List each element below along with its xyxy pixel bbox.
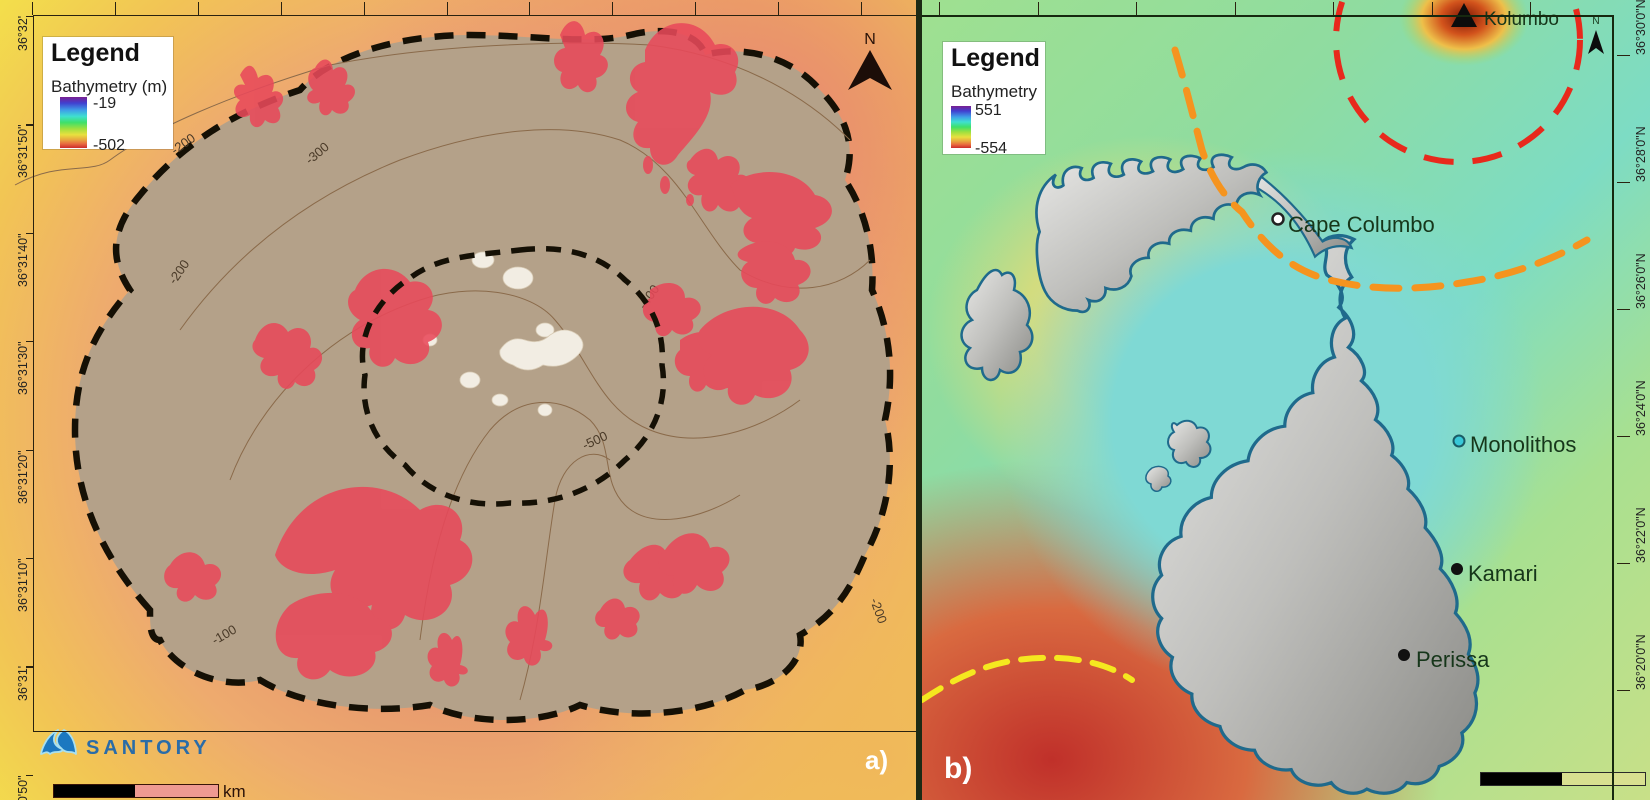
svg-text:Kolumbo: Kolumbo xyxy=(1484,9,1559,30)
svg-text:N: N xyxy=(864,31,876,48)
svg-text:Cape Columbo: Cape Columbo xyxy=(1288,212,1435,237)
svg-text:SANTORY: SANTORY xyxy=(86,737,211,759)
svg-text:N: N xyxy=(1592,16,1599,27)
svg-text:-200: -200 xyxy=(867,596,890,626)
svg-text:Perissa: Perissa xyxy=(1416,647,1490,672)
svg-text:Monolithos: Monolithos xyxy=(1470,432,1576,457)
svg-text:Kamari: Kamari xyxy=(1468,561,1538,586)
svg-text:b): b) xyxy=(944,752,972,785)
